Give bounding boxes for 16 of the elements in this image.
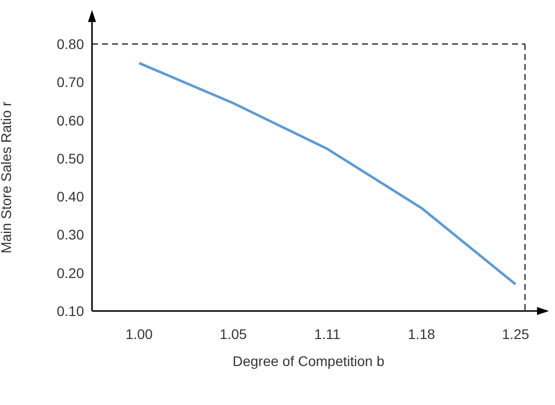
- x-axis-title: Degree of Competition b: [232, 352, 385, 369]
- y-axis-title: Main Store Sales Ratio r: [0, 101, 14, 254]
- x-tick-label: 1.05: [220, 326, 248, 342]
- y-tick-label: 0.70: [56, 74, 84, 90]
- y-tick-label: 0.50: [56, 150, 84, 166]
- y-tick-label: 0.60: [56, 112, 84, 128]
- x-tick-label: 1.18: [408, 326, 436, 342]
- y-tick-label: 0.10: [56, 302, 84, 319]
- y-tick-label: 0.20: [56, 264, 84, 281]
- x-tick-label: 1.00: [125, 326, 153, 342]
- y-tick-label: 0.30: [56, 226, 84, 243]
- line-series: [138, 62, 517, 286]
- x-tick-label: 1.11: [314, 326, 341, 342]
- x-tick-label: 1.25: [502, 326, 530, 342]
- y-tick-label: 0.80: [56, 36, 84, 52]
- y-tick-label: 0.40: [56, 188, 84, 205]
